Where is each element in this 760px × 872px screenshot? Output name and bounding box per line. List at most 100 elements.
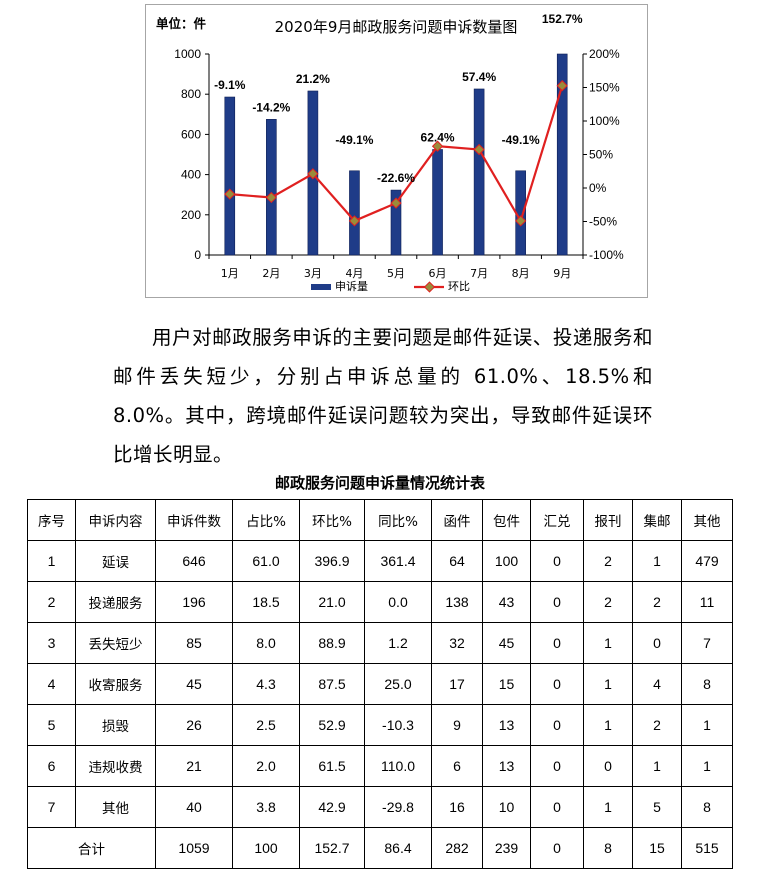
table-cell: 10 <box>482 786 531 828</box>
table-cell: 3 <box>27 622 76 664</box>
table-cell: 2 <box>632 581 682 623</box>
table-row: 6 违规收费 21 2.0 61.5 110.0 6 13 0 0 1 1 <box>27 745 733 787</box>
table-cell: 投递服务 <box>75 581 156 623</box>
table-cell: 110.0 <box>364 745 432 787</box>
table-cell: 4 <box>27 663 76 705</box>
table-cell: 损毁 <box>75 704 156 746</box>
table-cell: 21.0 <box>299 581 365 623</box>
header-cell: 包件 <box>482 499 531 541</box>
right-tick-label: 0% <box>589 181 607 195</box>
table-cell: 4 <box>632 663 682 705</box>
bar <box>266 119 277 256</box>
table-cell: 0 <box>530 704 584 746</box>
table-cell: 1 <box>583 786 633 828</box>
table-title: 邮政服务问题申诉量情况统计表 <box>274 474 485 492</box>
table-cell: 396.9 <box>299 540 365 582</box>
table-cell: 0 <box>530 663 584 705</box>
table-cell: 1 <box>632 540 682 582</box>
data-label: -9.1% <box>214 78 246 92</box>
data-label: -49.1% <box>335 133 373 147</box>
table-cell: 1 <box>583 622 633 664</box>
table-cell: 64 <box>431 540 483 582</box>
bar <box>556 53 568 256</box>
left-tick-label: 600 <box>181 127 201 141</box>
table-cell: 0 <box>632 622 682 664</box>
table-cell: 延误 <box>75 540 156 582</box>
category-label: 7月 <box>470 267 488 280</box>
total-cell: 1059 <box>155 827 233 869</box>
unit-label: 单位：件 <box>156 16 207 31</box>
header-cell: 报刊 <box>583 499 633 541</box>
total-cell: 0 <box>530 827 584 869</box>
table-cell: 3.8 <box>232 786 300 828</box>
table-cell: 0 <box>530 540 584 582</box>
header-cell: 其他 <box>681 499 733 541</box>
bar <box>473 88 485 256</box>
left-tick-label: 200 <box>181 208 201 222</box>
mom-marker <box>515 215 527 227</box>
category-label: 9月 <box>553 267 571 280</box>
table-cell: 16 <box>431 786 483 828</box>
summary-paragraph: 用户对邮政服务申诉的主要问题是邮件延误、投递服务和邮件丢失短少，分别占申诉总量的… <box>113 318 653 474</box>
category-label: 4月 <box>345 267 363 280</box>
table-cell: 42.9 <box>299 786 365 828</box>
data-label: 152.7% <box>542 12 583 26</box>
total-cell: 282 <box>431 827 483 869</box>
table-cell: 61.0 <box>232 540 300 582</box>
table-cell: 13 <box>482 704 531 746</box>
data-label: -14.2% <box>252 100 290 114</box>
chart-title: 2020年9月邮政服务问题申诉数量图 <box>275 18 518 36</box>
table-cell: 21 <box>155 745 233 787</box>
bar <box>390 189 402 256</box>
header-cell: 申诉件数 <box>155 499 233 541</box>
legend-bar-label: 申诉量 <box>335 280 368 293</box>
table-row: 2 投递服务 196 18.5 21.0 0.0 138 43 0 2 2 11 <box>27 581 733 623</box>
data-label: 21.2% <box>296 72 330 86</box>
data-label: 62.4% <box>421 130 455 144</box>
table-cell: 11 <box>681 581 733 623</box>
complaint-chart: 2020年9月邮政服务问题申诉数量图 单位：件 0 200 400 600 800 1000 -… <box>145 4 648 298</box>
table-cell: 0.0 <box>364 581 432 623</box>
mom-marker <box>224 188 236 200</box>
right-tick-label: 50% <box>589 148 613 162</box>
total-label: 合计 <box>27 827 156 869</box>
table-cell: 6 <box>27 745 76 787</box>
table-cell: 2 <box>27 581 76 623</box>
table-cell: 1 <box>681 704 733 746</box>
left-tick-label: 0 <box>194 248 201 262</box>
table-row: 4 收寄服务 45 4.3 87.5 25.0 17 15 0 1 4 8 <box>27 663 733 705</box>
mom-marker <box>431 140 444 152</box>
table-cell: 0 <box>530 786 584 828</box>
table-cell: 25.0 <box>364 663 432 705</box>
table-cell: 0 <box>530 745 584 787</box>
table-cell: 45 <box>155 663 233 705</box>
header-cell: 集邮 <box>632 499 682 541</box>
total-cell: 86.4 <box>364 827 432 869</box>
mom-marker <box>265 191 277 204</box>
total-row: 合计 1059 100 152.7 86.4 282 239 0 8 15 515 <box>27 827 733 869</box>
summary-text: 用户对邮政服务申诉的主要问题是邮件延误、投递服务和邮件丢失短少，分别占申诉总量的… <box>113 326 653 466</box>
table-cell: 0 <box>530 622 584 664</box>
table-row: 7 其他 40 3.8 42.9 -29.8 16 10 0 1 5 8 <box>27 786 733 828</box>
category-label: 8月 <box>512 267 530 280</box>
table-cell: 40 <box>155 786 233 828</box>
category-label: 2月 <box>262 267 280 280</box>
right-tick-label: 200% <box>589 47 620 61</box>
table-cell: 646 <box>155 540 233 582</box>
header-cell: 申诉内容 <box>75 499 156 541</box>
right-tick-label: 150% <box>589 81 620 95</box>
table-cell: -10.3 <box>364 704 432 746</box>
data-label: -22.6% <box>377 171 415 185</box>
table-cell: 45 <box>482 622 531 664</box>
right-tick-label: 100% <box>589 114 620 128</box>
table-cell: 8.0 <box>232 622 300 664</box>
table-cell: 1 <box>632 745 682 787</box>
left-tick-label: 400 <box>181 168 201 182</box>
header-cell: 同比% <box>364 499 432 541</box>
total-cell: 100 <box>232 827 300 869</box>
table-cell: 32 <box>431 622 483 664</box>
total-cell: 515 <box>681 827 733 869</box>
table-row: 1 延误 646 61.0 396.9 361.4 64 100 0 2 1 479 <box>27 540 733 582</box>
table-cell: 其他 <box>75 786 156 828</box>
header-cell: 汇兑 <box>530 499 584 541</box>
